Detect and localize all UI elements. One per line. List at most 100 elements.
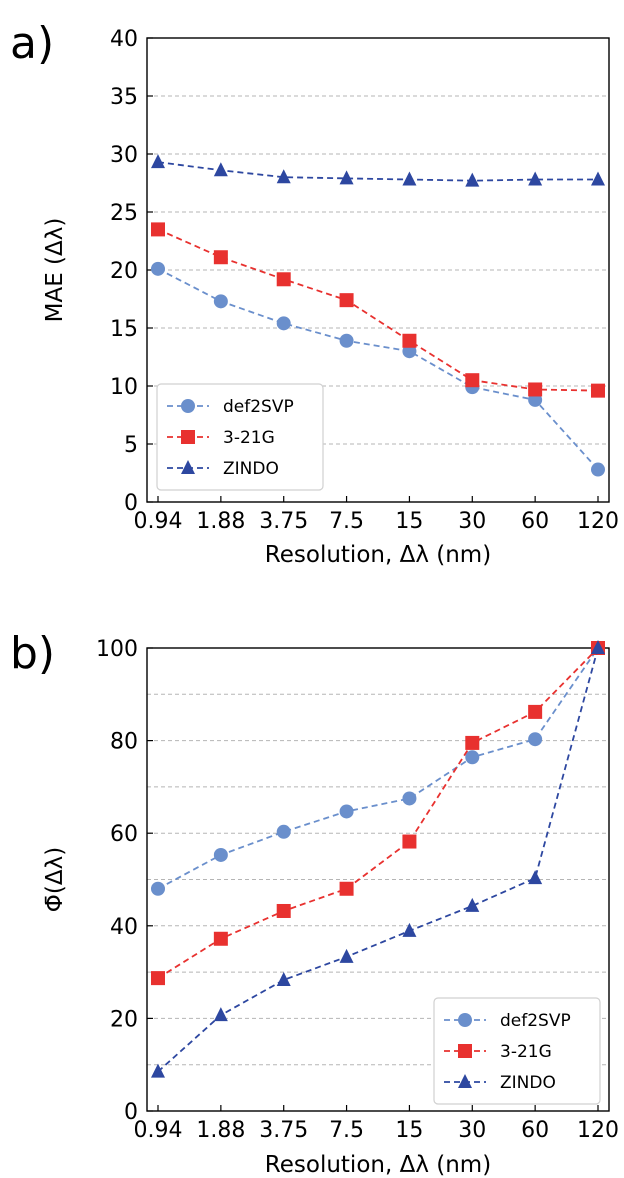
data-point [402,922,417,937]
legend-label: def2SVP [500,1011,571,1031]
data-point [458,1074,472,1088]
data-point [276,824,291,839]
data-point [528,171,543,186]
x-tick-label: 15 [395,509,423,534]
y-tick-label: 0 [124,1100,138,1125]
y-tick-label: 100 [96,637,138,662]
data-point [458,1044,472,1058]
series-def2SVP [151,641,605,896]
data-point [213,847,228,862]
panel-label: b) [10,628,55,679]
data-point [151,154,165,169]
y-tick-label: 30 [110,143,138,168]
x-tick-label: 60 [521,1118,549,1143]
data-point [591,383,605,398]
data-point [213,250,228,265]
y-tick-label: 40 [110,27,138,52]
data-point [276,903,291,918]
x-axis-label: Resolution, Δλ (nm) [265,542,491,568]
data-point [402,333,417,348]
legend-label: ZINDO [500,1073,556,1093]
chart-panel-b: 0 20 40 60 80 100 0.94 1.88 3.75 7.5 15 30 60 120 Reso… [10,628,619,1178]
x-tick-label: 30 [458,1118,486,1143]
x-tick-label: 3.75 [259,509,308,534]
legend-box [156,383,324,491]
x-tick-label: 3.75 [259,1118,308,1143]
data-point [276,169,291,184]
x-tick-label: 7.5 [329,509,364,534]
data-point [339,333,354,348]
panel-label: a) [10,18,54,69]
legend-label: def2SVP [223,397,294,417]
y-tick-label: 80 [110,730,138,755]
x-tick-label: 30 [458,509,486,534]
series-line [157,647,599,979]
y-tick-label: 20 [110,259,138,284]
legend-entry: ZINDO [167,459,279,479]
data-point [339,804,354,819]
data-point [458,1013,472,1027]
data-point [339,170,354,185]
data-point [213,294,228,309]
x-axis-label: Resolution, Δλ (nm) [265,1152,491,1178]
legend-entry: 3-21G [167,428,275,448]
data-point [276,316,291,331]
y-tick-label: 35 [110,85,138,110]
x-tick-label: 0.94 [134,509,183,534]
y-axis-label: MAE (Δλ) [42,218,68,323]
x-tick-label: 120 [577,509,619,534]
y-tick-label: 25 [110,201,138,226]
data-point [528,870,543,885]
data-point [339,948,354,963]
legend-entry: ZINDO [444,1073,556,1093]
data-point [213,1007,228,1022]
series-line [157,647,599,890]
data-point [339,293,354,308]
data-point [465,897,480,912]
data-point [465,172,480,187]
data-point [402,834,417,849]
y-tick-label: 0 [124,491,138,516]
data-point [402,791,417,806]
data-point [591,171,605,186]
data-point [339,881,354,896]
series-ZINDO [151,640,605,1078]
series-line [157,228,599,392]
legend-box [433,997,601,1105]
x-tick-label: 7.5 [329,1118,364,1143]
data-point [465,750,480,765]
data-point [276,272,291,287]
series-line [157,268,599,471]
data-point [181,430,195,444]
data-point [151,222,165,237]
data-point [591,640,605,654]
data-point [213,162,228,177]
x-tick-label: 1.88 [196,509,245,534]
data-point [465,735,480,750]
data-point [151,881,165,896]
data-point [276,971,291,986]
series-3-21G [151,641,605,986]
data-point [181,460,195,474]
legend-label: 3-21G [223,428,275,448]
y-tick-label: 10 [110,375,138,400]
legend: def2SVP 3-21G ZINDO [433,997,601,1105]
series-3-21G [151,222,605,398]
legend-entry: 3-21G [444,1042,552,1062]
chart-panel-a: 0 5 10 15 20 25 30 35 40 0.94 1.88 3.75 7.5 15 30 60 120… [10,18,619,568]
data-point [465,373,480,388]
y-tick-label: 5 [124,433,138,458]
legend-label: 3-21G [500,1042,552,1062]
y-axis-label: Φ̄(Δλ) [42,847,68,912]
data-point [181,399,195,413]
x-tick-label: 120 [577,1118,619,1143]
x-tick-label: 60 [521,509,549,534]
data-point [528,382,543,397]
data-point [591,462,605,477]
y-tick-label: 40 [110,915,138,940]
series-ZINDO [151,154,605,187]
legend-entry: def2SVP [167,397,294,417]
x-tick-label: 1.88 [196,1118,245,1143]
legend-label: ZINDO [223,459,279,479]
